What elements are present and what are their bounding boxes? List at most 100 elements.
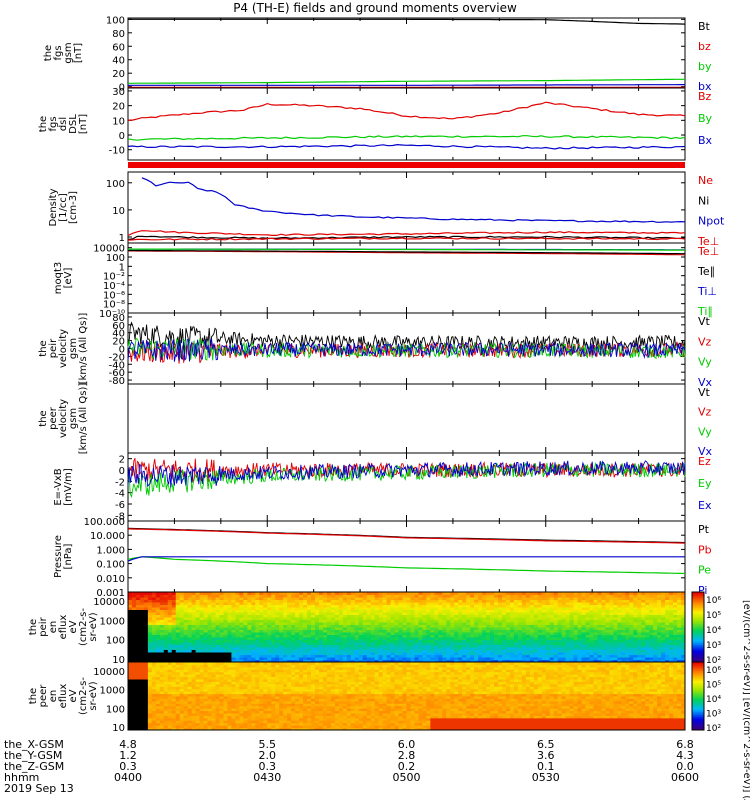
y-axis-label: the — [43, 45, 54, 61]
ephem-time-value: 0530 — [532, 771, 560, 784]
y-axis-label: sr-eV) — [88, 612, 99, 641]
y-tick-label: -10 — [109, 146, 125, 157]
series-line-Ni — [127, 235, 686, 241]
y-axis-label: (cm2-s- — [78, 677, 89, 715]
ephem-z-value: 0.1 — [537, 760, 555, 773]
legend-Te⊥: Te⊥ — [697, 235, 719, 248]
y-tick-label: 10000 — [93, 667, 125, 678]
y-tick-label: 10⁻⁴ — [103, 281, 125, 292]
y-tick-label: 20 — [112, 337, 125, 348]
colorbar-tick: 10⁵ — [706, 681, 721, 691]
series-line-Te∥ — [128, 249, 685, 255]
y-tick-label: 60 — [112, 42, 125, 53]
ephem-z-value: 0.3 — [119, 760, 137, 773]
legend-Vt: Vt — [698, 386, 711, 399]
legend-Bz: Bz — [698, 90, 712, 103]
plot-title: P4 (TH-E) fields and ground moments over… — [233, 1, 517, 15]
y-tick-label: 10⁻⁸ — [103, 300, 125, 311]
ephem-y-value: 4.3 — [676, 749, 694, 762]
y-tick-label: 10000 — [93, 597, 125, 608]
colorbar-label: [eV/(cm^2-s-sr-eV)] [eV/(cm^2-s-sr-eV)] … — [741, 600, 750, 800]
date-label: 2019 Sep 13 — [4, 782, 74, 795]
series-line-Ne — [127, 230, 686, 237]
y-axis-label: fgs — [48, 116, 59, 131]
legend-By: By — [698, 112, 713, 125]
legend-Bt: Bt — [698, 20, 711, 33]
colorbar-tick: 10² — [706, 724, 721, 734]
ephem-time-value: 0400 — [114, 771, 142, 784]
y-axis-label: eflux — [58, 615, 69, 640]
legend-bz: bz — [698, 40, 711, 53]
y-tick-label: -2 — [115, 477, 125, 488]
y-axis-label: Density — [48, 188, 59, 226]
ephem-z-value: 0.3 — [259, 760, 277, 773]
panel-fgs_dsl: -10 0 10 20 30 the fgs dsl DSL [nT] Bz By Bx — [38, 87, 713, 161]
y-axis-label: Pressure — [53, 535, 64, 578]
y-axis-label: the — [28, 619, 39, 635]
colorbar — [691, 661, 705, 731]
y-axis-label: the — [38, 410, 49, 426]
y-tick-label: 30 — [112, 87, 125, 98]
series-line-Npot — [141, 177, 686, 223]
quality-flag-bar — [128, 162, 685, 168]
y-tick-label: 80 — [112, 313, 125, 324]
y-tick-label: 10 — [112, 116, 125, 127]
legend-Vy: Vy — [698, 356, 712, 369]
y-axis-label: [1/cc] — [58, 193, 69, 222]
y-axis-label: eV — [68, 689, 79, 702]
y-axis-label: the — [28, 688, 39, 704]
series-line-Vx — [127, 337, 686, 362]
ephem-label-x: the_X-GSM — [4, 738, 64, 751]
series-line-Pe — [127, 556, 686, 575]
y-tick-label: 10 — [112, 655, 125, 666]
y-tick-label: 0 — [119, 345, 125, 356]
y-axis-label: velocity — [58, 329, 69, 368]
series-line-by — [128, 78, 685, 84]
y-axis-label: [km/s (All Qs)] — [78, 313, 89, 385]
legend-Ti∥: Ti∥ — [697, 305, 713, 318]
y-tick-label: 0 — [119, 83, 125, 94]
legend-Vt: Vt — [698, 315, 711, 328]
y-tick-label: 100 — [106, 15, 125, 26]
y-tick-label: 100 — [106, 704, 125, 715]
colorbar-tick: 10⁶ — [706, 596, 721, 606]
y-tick-label: -60 — [109, 368, 125, 379]
colorbar-tick: 10⁵ — [706, 611, 721, 621]
y-tick-label: -8 — [115, 511, 125, 522]
y-tick-label: 0.001 — [96, 588, 125, 599]
colorbar-tick: 10⁶ — [706, 666, 721, 676]
series-line-Bx — [127, 143, 686, 150]
y-axis-label: dsl — [58, 117, 69, 131]
colorbar-tick: 10³ — [706, 641, 721, 651]
y-axis-label: gsm — [68, 338, 79, 359]
legend-by: by — [698, 60, 712, 73]
y-axis-label: the — [38, 116, 49, 132]
y-tick-label: 0.010 — [96, 574, 125, 585]
panel-frame — [127, 87, 686, 161]
legend-Te∥: Te∥ — [697, 265, 715, 278]
y-tick-label: -20 — [109, 352, 125, 363]
legend-Vy: Vy — [698, 425, 712, 438]
legend-Pt: Pt — [698, 523, 710, 536]
legend-Bx: Bx — [698, 134, 713, 147]
y-axis-label: [nT] — [78, 114, 89, 134]
ephem-y-value: 1.2 — [119, 749, 137, 762]
y-axis-label: [mV/m] — [63, 468, 74, 506]
legend-Vx: Vx — [698, 445, 713, 458]
ephem-time-value: 0500 — [393, 771, 421, 784]
y-axis-label: [nPa] — [63, 543, 74, 569]
series-line-Bz — [128, 101, 686, 121]
y-axis-label: E=-VxB — [53, 468, 64, 505]
panel-efield: -8-6-4-202 E=-VxB [mV/m] Ez Ey Ex — [53, 452, 712, 522]
y-axis-label: the — [38, 340, 49, 356]
y-tick-label: 100 — [106, 179, 125, 190]
y-axis-label: fgs — [53, 45, 64, 60]
series-line-Pb — [127, 528, 686, 544]
ephem-label-time: hhmm — [4, 771, 40, 784]
y-tick-label: 60 — [112, 321, 125, 332]
y-tick-label: -6 — [115, 500, 125, 511]
y-tick-label: 0 — [119, 131, 125, 142]
y-tick-label: 10 — [112, 723, 125, 734]
